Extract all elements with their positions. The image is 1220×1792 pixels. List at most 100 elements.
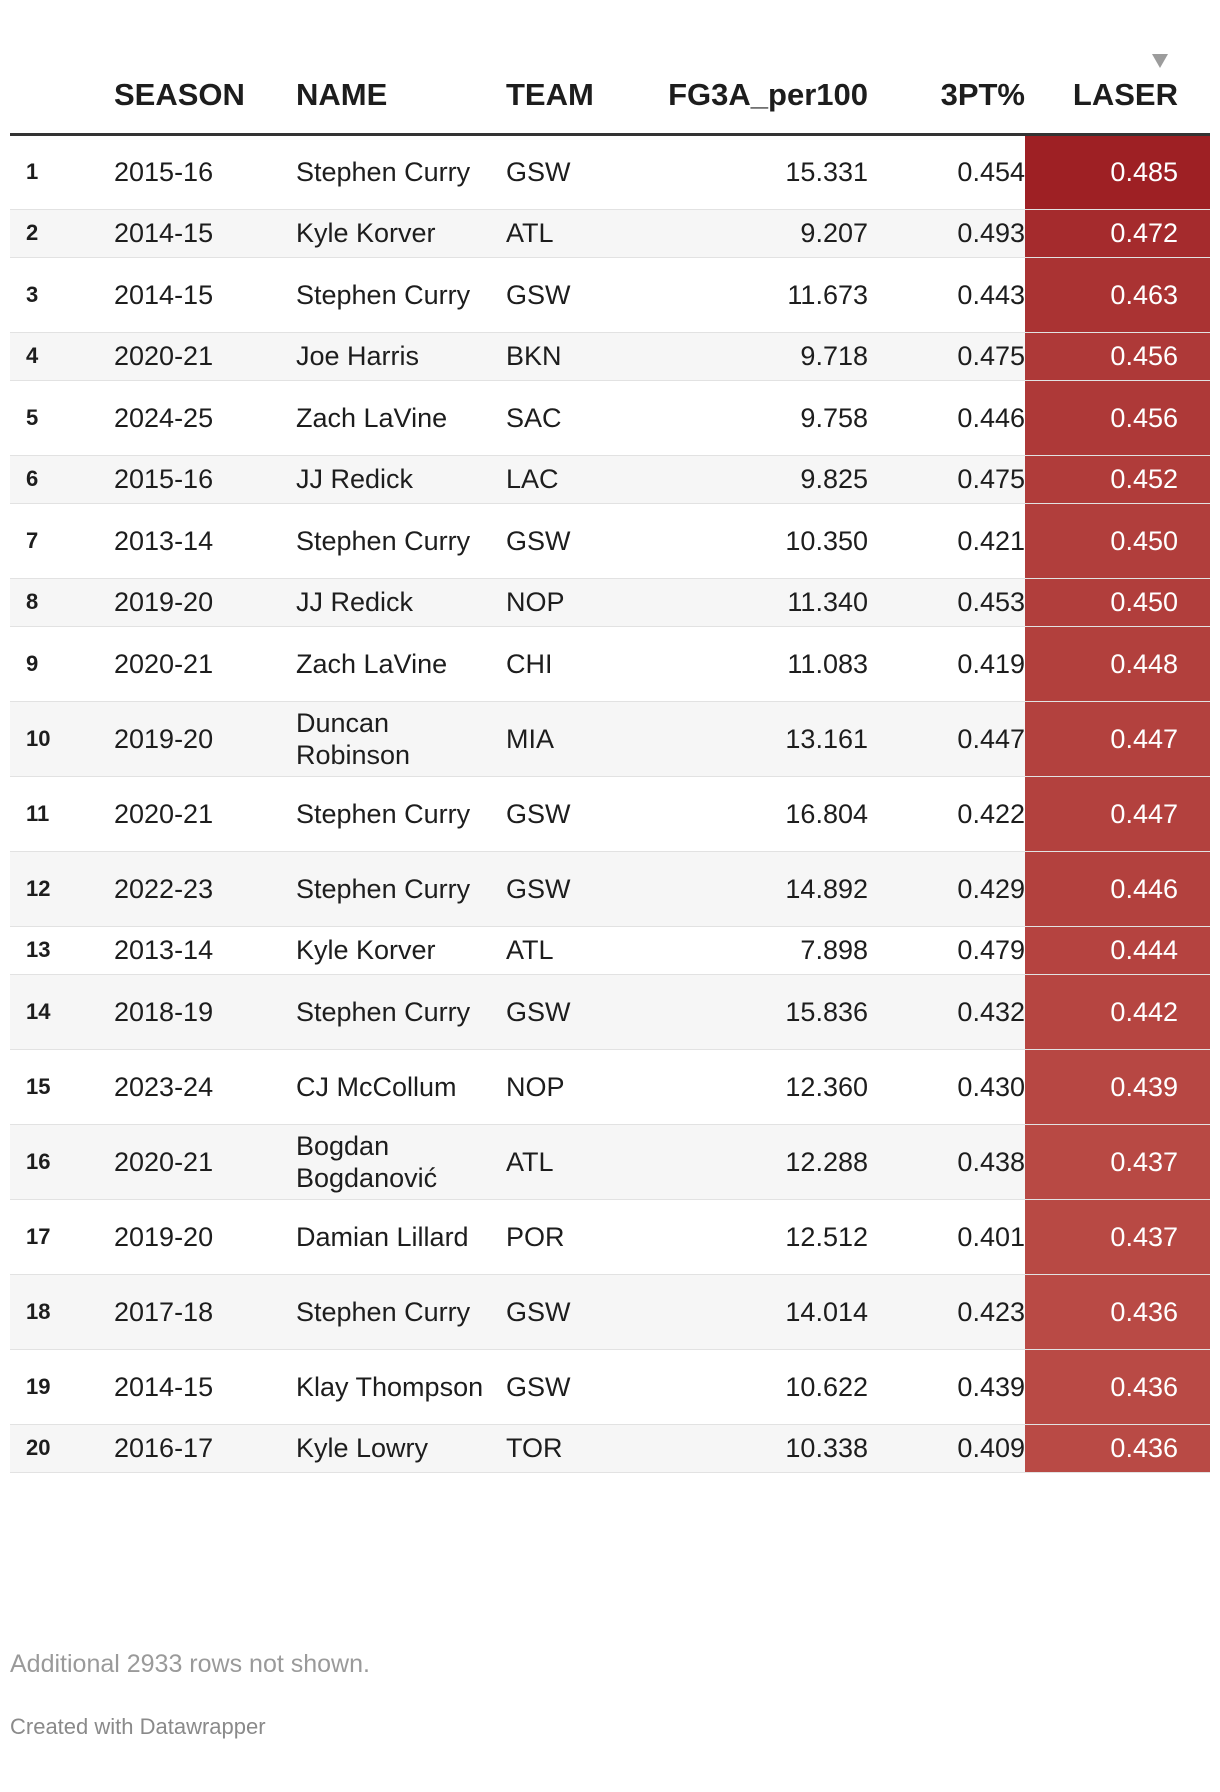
cell-fg3a: 11.673 [638, 257, 868, 333]
cell-name: Stephen Curry [296, 974, 506, 1050]
table-body: 1 2015-16 Stephen Curry GSW 15.331 0.454 0.485… [10, 134, 1210, 1473]
header-season[interactable]: SEASON [114, 0, 296, 136]
cell-fg3a: 11.083 [638, 626, 868, 702]
table-row: 6 2015-16 JJ Redick LAC 9.825 0.475 0.452 [10, 455, 1210, 504]
cell-name: Zach LaVine [296, 380, 506, 456]
cell-laser: 0.456 [1025, 332, 1210, 381]
player-name: Stephen Curry [296, 525, 471, 556]
cell-season: 2014-15 [114, 257, 296, 333]
cell-3pt-pct: 0.409 [868, 1424, 1025, 1473]
table-row: 4 2020-21 Joe Harris BKN 9.718 0.475 0.456 [10, 332, 1210, 381]
header-name[interactable]: NAME [296, 0, 506, 136]
header-3pt-pct[interactable]: 3PT% [868, 0, 1025, 136]
cell-name: Kyle Lowry [296, 1424, 506, 1473]
cell-team: ATL [506, 926, 638, 975]
header-fg3a[interactable]: FG3A_per100 [638, 0, 868, 136]
header-team[interactable]: TEAM [506, 0, 638, 136]
cell-name: JJ Redick [296, 455, 506, 504]
cell-team: MIA [506, 701, 638, 777]
cell-fg3a: 11.340 [638, 578, 868, 627]
cell-3pt-pct: 0.493 [868, 209, 1025, 258]
cell-3pt-pct: 0.475 [868, 332, 1025, 381]
cell-3pt-pct: 0.479 [868, 926, 1025, 975]
cell-season: 2015-16 [114, 455, 296, 504]
data-table-chart: SEASON NAME TEAM FG3A_per100 3PT% LASER … [10, 0, 1210, 1473]
cell-rank: 1 [10, 134, 114, 210]
player-name: Duncan Robinson [296, 707, 411, 770]
cell-team: GSW [506, 851, 638, 927]
cell-fg3a: 9.718 [638, 332, 868, 381]
cell-3pt-pct: 0.432 [868, 974, 1025, 1050]
cell-laser: 0.436 [1025, 1274, 1210, 1350]
cell-name: Zach LaVine [296, 626, 506, 702]
player-name: Stephen Curry [296, 1296, 471, 1327]
cell-name: Klay Thompson [296, 1349, 506, 1425]
cell-season: 2019-20 [114, 701, 296, 777]
cell-fg3a: 7.898 [638, 926, 868, 975]
cell-season: 2014-15 [114, 1349, 296, 1425]
cell-fg3a: 9.207 [638, 209, 868, 258]
cell-season: 2020-21 [114, 626, 296, 702]
cell-name: Stephen Curry [296, 503, 506, 579]
cell-fg3a: 10.338 [638, 1424, 868, 1473]
cell-3pt-pct: 0.447 [868, 701, 1025, 777]
player-name: Joe Harris [296, 341, 420, 371]
cell-season: 2019-20 [114, 1199, 296, 1275]
cell-laser: 0.436 [1025, 1349, 1210, 1425]
cell-fg3a: 10.350 [638, 503, 868, 579]
cell-name: Stephen Curry [296, 776, 506, 852]
cell-rank: 5 [10, 380, 114, 456]
table-row: 14 2018-19 Stephen Curry GSW 15.836 0.432 0.44… [10, 974, 1210, 1050]
cell-name: Joe Harris [296, 332, 506, 381]
cell-3pt-pct: 0.453 [868, 578, 1025, 627]
cell-team: POR [506, 1199, 638, 1275]
table-row: 20 2016-17 Kyle Lowry TOR 10.338 0.409 0.436 [10, 1424, 1210, 1473]
cell-team: ATL [506, 1124, 638, 1200]
table-row: 9 2020-21 Zach LaVine CHI 11.083 0.419 0.448 [10, 626, 1210, 702]
cell-fg3a: 9.825 [638, 455, 868, 504]
table-row: 2 2014-15 Kyle Korver ATL 9.207 0.493 0.472 [10, 209, 1210, 258]
cell-fg3a: 12.360 [638, 1049, 868, 1125]
cell-name: Stephen Curry [296, 1274, 506, 1350]
cell-rank: 2 [10, 209, 114, 258]
cell-season: 2016-17 [114, 1424, 296, 1473]
cell-fg3a: 12.512 [638, 1199, 868, 1275]
cell-laser: 0.436 [1025, 1424, 1210, 1473]
table-row: 15 2023-24 CJ McCollum NOP 12.360 0.430 0.439 [10, 1049, 1210, 1125]
cell-season: 2019-20 [114, 578, 296, 627]
cell-laser: 0.456 [1025, 380, 1210, 456]
datawrapper-credit[interactable]: Created with Datawrapper [10, 1714, 266, 1739]
header-rank[interactable] [10, 0, 114, 136]
table-row: 17 2019-20 Damian Lillard POR 12.512 0.401 0.4… [10, 1199, 1210, 1275]
cell-season: 2020-21 [114, 332, 296, 381]
cell-fg3a: 15.331 [638, 134, 868, 210]
table-row: 10 2019-20 Duncan Robinson MIA 13.161 0.447 0.… [10, 701, 1210, 777]
cell-name: CJ McCollum [296, 1049, 506, 1125]
cell-3pt-pct: 0.429 [868, 851, 1025, 927]
cell-laser: 0.485 [1025, 134, 1210, 210]
cell-3pt-pct: 0.421 [868, 503, 1025, 579]
cell-rank: 4 [10, 332, 114, 381]
cell-season: 2023-24 [114, 1049, 296, 1125]
cell-laser: 0.437 [1025, 1124, 1210, 1200]
header-laser[interactable]: LASER [1025, 0, 1210, 136]
cell-season: 2020-21 [114, 776, 296, 852]
cell-name: Stephen Curry [296, 257, 506, 333]
table-row: 8 2019-20 JJ Redick NOP 11.340 0.453 0.450 [10, 578, 1210, 627]
cell-rank: 6 [10, 455, 114, 504]
cell-fg3a: 10.622 [638, 1349, 868, 1425]
cell-team: GSW [506, 1349, 638, 1425]
cell-laser: 0.450 [1025, 578, 1210, 627]
cell-fg3a: 14.014 [638, 1274, 868, 1350]
cell-season: 2014-15 [114, 209, 296, 258]
cell-laser: 0.450 [1025, 503, 1210, 579]
cell-fg3a: 15.836 [638, 974, 868, 1050]
cell-rank: 11 [10, 776, 114, 852]
cell-rank: 17 [10, 1199, 114, 1275]
player-name: Stephen Curry [296, 157, 471, 187]
table-row: 5 2024-25 Zach LaVine SAC 9.758 0.446 0.456 [10, 380, 1210, 456]
cell-3pt-pct: 0.443 [868, 257, 1025, 333]
cell-season: 2018-19 [114, 974, 296, 1050]
table-row: 1 2015-16 Stephen Curry GSW 15.331 0.454 0.485 [10, 134, 1210, 210]
cell-name: Kyle Korver [296, 209, 506, 258]
